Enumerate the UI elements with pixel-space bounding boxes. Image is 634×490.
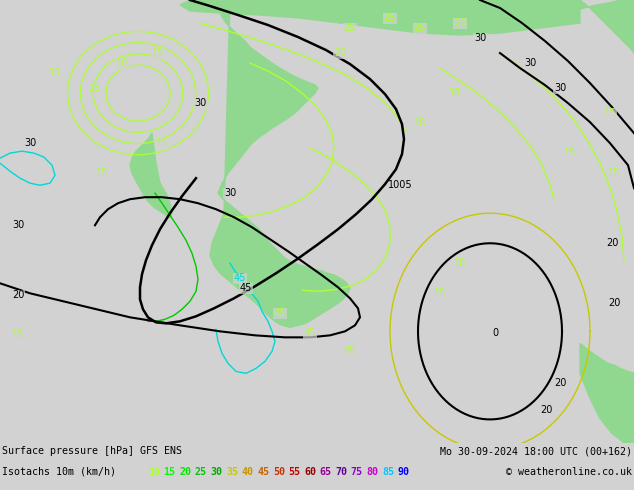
Text: 30: 30 bbox=[210, 466, 223, 477]
Text: 15: 15 bbox=[608, 168, 620, 178]
Text: 45: 45 bbox=[274, 308, 286, 318]
Text: 30: 30 bbox=[524, 58, 536, 68]
Text: 15: 15 bbox=[604, 108, 616, 118]
Text: 20: 20 bbox=[12, 290, 24, 300]
Text: 45: 45 bbox=[234, 273, 246, 283]
Text: 18: 18 bbox=[449, 88, 461, 98]
Text: 25: 25 bbox=[195, 466, 207, 477]
Text: 15: 15 bbox=[164, 466, 176, 477]
Text: 30: 30 bbox=[224, 188, 236, 198]
Text: © weatheronline.co.uk: © weatheronline.co.uk bbox=[506, 466, 632, 477]
Text: 20: 20 bbox=[608, 298, 620, 308]
Text: 15: 15 bbox=[564, 148, 576, 158]
Text: 15: 15 bbox=[156, 138, 168, 148]
Text: 45: 45 bbox=[304, 328, 316, 338]
Text: 75: 75 bbox=[351, 466, 363, 477]
Polygon shape bbox=[180, 0, 580, 35]
Text: 45: 45 bbox=[240, 283, 252, 294]
Text: 15: 15 bbox=[96, 168, 108, 178]
Text: 30: 30 bbox=[194, 98, 206, 108]
Text: 45: 45 bbox=[257, 466, 269, 477]
Text: 1005: 1005 bbox=[387, 180, 412, 190]
Text: 10: 10 bbox=[116, 58, 128, 68]
Text: 20: 20 bbox=[540, 405, 552, 416]
Text: 65: 65 bbox=[320, 466, 332, 477]
Polygon shape bbox=[568, 0, 634, 53]
Text: 0: 0 bbox=[492, 328, 498, 338]
Text: 30: 30 bbox=[474, 33, 486, 43]
Text: 20: 20 bbox=[554, 378, 566, 389]
Text: 15: 15 bbox=[434, 288, 446, 298]
Text: 25: 25 bbox=[384, 13, 396, 23]
Text: 15: 15 bbox=[89, 83, 101, 93]
Text: Surface pressure [hPa] GFS ENS: Surface pressure [hPa] GFS ENS bbox=[2, 446, 182, 457]
Text: 20: 20 bbox=[334, 48, 346, 58]
Text: 60: 60 bbox=[304, 466, 316, 477]
Text: 30: 30 bbox=[12, 220, 24, 230]
Text: 25: 25 bbox=[344, 23, 356, 33]
Text: 26: 26 bbox=[454, 18, 466, 28]
Text: 15: 15 bbox=[152, 48, 164, 58]
Text: 15: 15 bbox=[49, 68, 61, 78]
Text: Isotachs 10m (km/h): Isotachs 10m (km/h) bbox=[2, 466, 122, 477]
Polygon shape bbox=[210, 0, 350, 327]
Polygon shape bbox=[580, 343, 634, 443]
Text: 90: 90 bbox=[398, 466, 410, 477]
Text: 80: 80 bbox=[366, 466, 378, 477]
Text: 15: 15 bbox=[12, 330, 24, 341]
Text: 20: 20 bbox=[606, 238, 618, 248]
Text: 30: 30 bbox=[24, 138, 36, 148]
Text: 40: 40 bbox=[242, 466, 254, 477]
Text: 50: 50 bbox=[273, 466, 285, 477]
Text: 30: 30 bbox=[554, 83, 566, 93]
Text: 20: 20 bbox=[179, 466, 191, 477]
Text: 10: 10 bbox=[148, 466, 160, 477]
Text: 85: 85 bbox=[382, 466, 394, 477]
Text: 18: 18 bbox=[414, 118, 426, 128]
Text: Mo 30-09-2024 18:00 UTC (00+162): Mo 30-09-2024 18:00 UTC (00+162) bbox=[440, 446, 632, 457]
Text: 55: 55 bbox=[288, 466, 301, 477]
Text: 25: 25 bbox=[414, 23, 426, 33]
Polygon shape bbox=[130, 133, 172, 218]
Text: 18: 18 bbox=[454, 258, 466, 268]
Text: 35: 35 bbox=[226, 466, 238, 477]
Text: 45: 45 bbox=[344, 346, 356, 356]
Text: 70: 70 bbox=[335, 466, 347, 477]
